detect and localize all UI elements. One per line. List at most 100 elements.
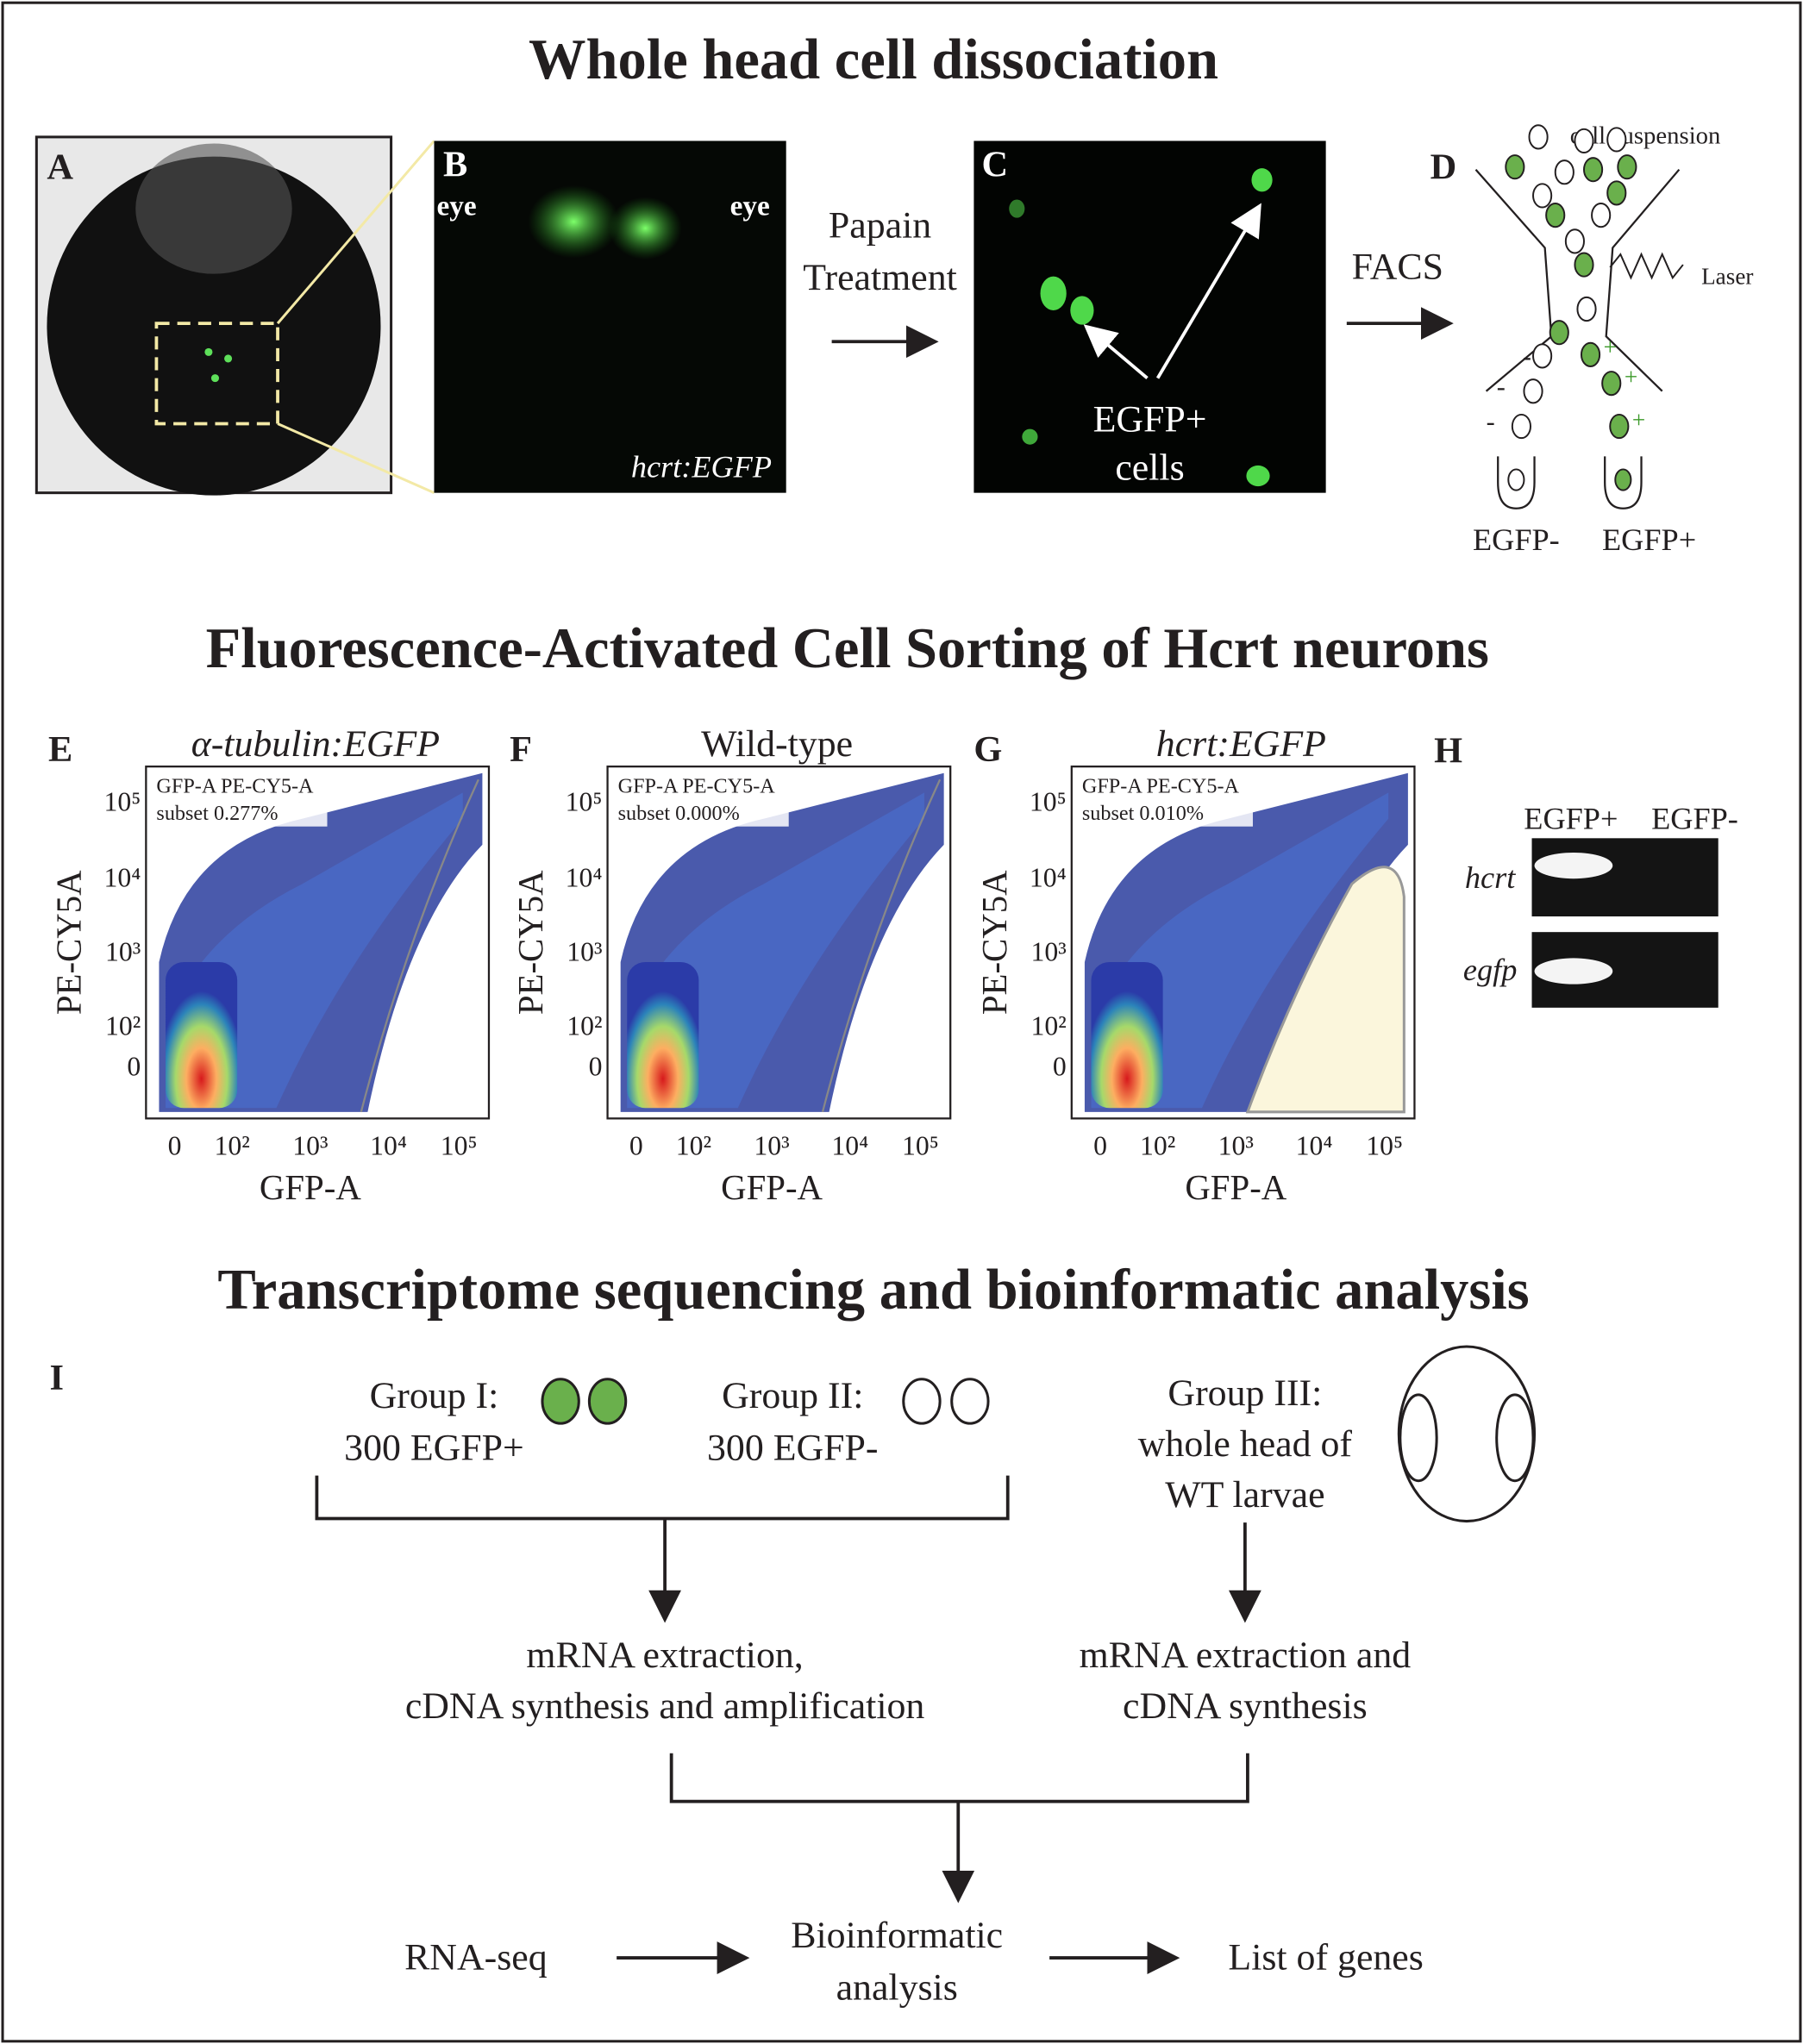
- sign: +: [1604, 334, 1617, 359]
- x-tick-label: 10⁵: [902, 1131, 939, 1161]
- step-label: Papain: [829, 204, 931, 246]
- y-tick-label: 10⁴: [1030, 862, 1067, 892]
- section-title: Transcriptome sequencing and bioinformat…: [217, 1259, 1529, 1322]
- gate-legend-bg: [612, 772, 789, 827]
- cell: [1251, 168, 1273, 192]
- cell: [1576, 296, 1597, 322]
- panel-label: D: [1431, 147, 1457, 187]
- x-tick-label: 10⁴: [831, 1131, 868, 1161]
- section-title: Whole head cell dissociation: [529, 28, 1218, 91]
- gel-band: [1534, 852, 1613, 879]
- y-tick-label: 0: [1053, 1051, 1067, 1081]
- panel-label: B: [443, 144, 467, 184]
- x-tick-label: 10²: [1140, 1131, 1175, 1161]
- cell-dot: [224, 354, 233, 363]
- pipeline-step: List of genes: [1228, 1937, 1423, 1978]
- group-label: 300 EGFP+: [344, 1428, 524, 1469]
- panel-label: G: [973, 729, 1002, 770]
- sign: -: [1487, 407, 1495, 436]
- tube-label: EGFP+: [1602, 522, 1696, 557]
- sort-gate: [1245, 866, 1405, 1114]
- panel-label: H: [1434, 731, 1462, 772]
- sign: +: [1632, 407, 1645, 433]
- y-axis-label: PE-CY5A: [50, 870, 89, 1015]
- head-detail: [135, 143, 292, 274]
- panel-label: C: [981, 144, 1008, 184]
- group-label: Group II:: [722, 1375, 863, 1416]
- laser-beam: [1609, 252, 1684, 280]
- cell: [587, 1378, 628, 1425]
- sort-gate: [360, 778, 479, 1113]
- cell: [1574, 252, 1594, 278]
- panel-b-image: [434, 141, 786, 493]
- y-tick-label: 10²: [1030, 1011, 1066, 1041]
- cell: [1040, 276, 1067, 310]
- eye-label: eye: [730, 191, 770, 222]
- eye-label: eye: [436, 191, 476, 222]
- cell: [1564, 228, 1585, 254]
- cell: [1591, 203, 1612, 228]
- bracket: [315, 1475, 1010, 1521]
- cell: [1528, 124, 1549, 150]
- sort-gate: [821, 778, 942, 1113]
- eye-outline: [1495, 1393, 1535, 1483]
- cell: [1511, 413, 1531, 440]
- x-tick-label: 10³: [754, 1131, 789, 1161]
- arrow: [1155, 203, 1261, 379]
- cell: [541, 1378, 580, 1425]
- gate-text: subset 0.000%: [618, 802, 740, 825]
- cell-dot: [210, 374, 220, 383]
- panel-label: F: [510, 729, 532, 770]
- x-tick-label: 10⁵: [1366, 1131, 1403, 1161]
- x-tick-label: 0: [629, 1131, 643, 1161]
- pipeline-step: analysis: [836, 1966, 958, 2008]
- pipeline-step: Bioinformatic: [791, 1915, 1003, 1956]
- column-label: EGFP-: [1651, 802, 1738, 836]
- gate-legend-bg: [151, 772, 328, 827]
- gate-text: subset 0.277%: [156, 802, 278, 825]
- event-core: [627, 961, 699, 1109]
- eye-outline: [1399, 1393, 1438, 1483]
- caption: cells: [1115, 447, 1184, 489]
- y-tick-label: 10⁵: [1030, 787, 1067, 817]
- cells: [1505, 124, 1637, 491]
- sign: -: [1523, 341, 1531, 371]
- y-tick-label: 10⁵: [566, 787, 603, 817]
- y-tick-label: 0: [127, 1051, 141, 1081]
- step-label: mRNA extraction,: [526, 1635, 803, 1676]
- event-density: [1091, 792, 1389, 1109]
- zoom-line: [276, 140, 435, 325]
- fluorescence: [528, 184, 620, 259]
- cell: [1583, 157, 1604, 183]
- y-tick-label: 10³: [105, 936, 141, 966]
- step-label: Treatment: [803, 257, 957, 298]
- cell: [902, 1378, 942, 1425]
- panel-label: E: [48, 729, 72, 770]
- step-label: mRNA extraction and: [1080, 1635, 1412, 1676]
- cell: [1554, 159, 1574, 185]
- event-core: [1091, 961, 1163, 1109]
- x-tick-label: 10⁴: [370, 1131, 407, 1161]
- x-axis-label: GFP-A: [260, 1168, 361, 1207]
- pipeline-step: RNA-seq: [404, 1937, 548, 1978]
- event-core: [166, 961, 238, 1109]
- cell: [1009, 199, 1025, 218]
- gate-text: GFP-A PE-CY5-A: [618, 774, 776, 797]
- gate-legend-bg: [1076, 772, 1253, 827]
- step-label: FACS: [1352, 247, 1443, 288]
- group-label: WT larvae: [1165, 1474, 1324, 1516]
- x-tick-label: 10³: [292, 1131, 328, 1161]
- cell: [1606, 180, 1627, 206]
- zoom-box: [154, 322, 279, 426]
- x-tick-label: 0: [1093, 1131, 1107, 1161]
- cell: [1523, 378, 1543, 404]
- bracket: [669, 1753, 1249, 1803]
- plot-title: hcrt:EGFP: [1156, 723, 1326, 765]
- larva-head: [47, 156, 381, 496]
- gel-band: [1534, 958, 1613, 984]
- event-density: [627, 792, 924, 1109]
- gate-text: GFP-A PE-CY5-A: [156, 774, 314, 797]
- collection-tubes: [1497, 456, 1643, 509]
- x-axis-label: GFP-A: [1185, 1168, 1287, 1207]
- cell: [1601, 371, 1622, 397]
